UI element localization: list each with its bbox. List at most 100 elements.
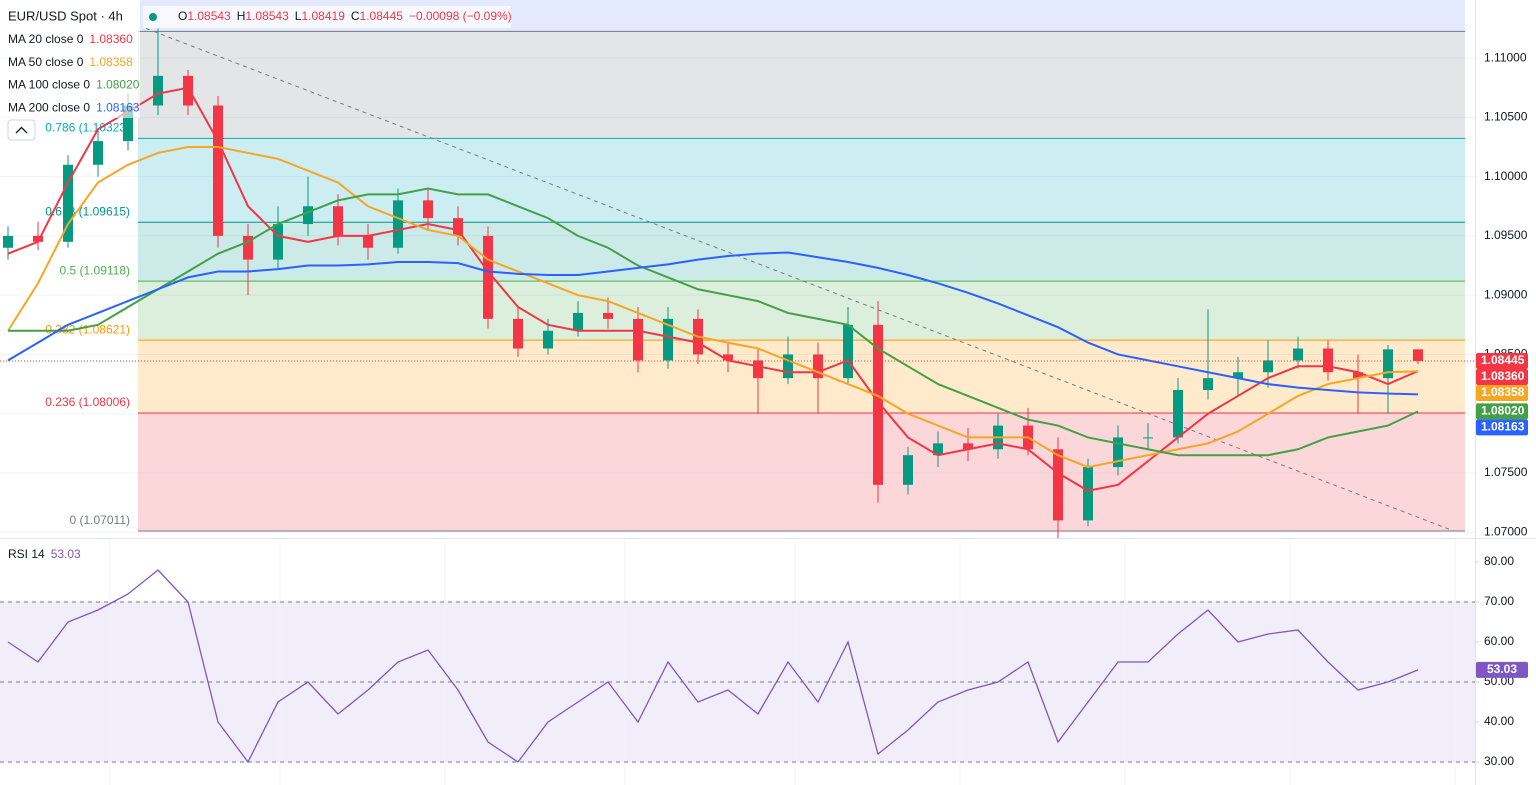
- candle-body: [303, 206, 313, 225]
- candle-body: [543, 330, 553, 349]
- trend-line: [145, 27, 1455, 532]
- y-tick-label: 70.00: [1484, 594, 1514, 608]
- price-tag: [1476, 403, 1528, 420]
- legend-name: MA 20 close 0: [8, 32, 84, 46]
- candle-body: [1113, 437, 1123, 468]
- price-tag-label: 1.08445: [1481, 353, 1525, 367]
- collapse-button[interactable]: [7, 119, 36, 141]
- candle-body: [1203, 378, 1213, 391]
- fib-zone: [138, 31, 1465, 139]
- y-tick-label: 1.07500: [1484, 465, 1528, 479]
- y-tick-label: 30.00: [1484, 754, 1514, 768]
- candle-body: [1233, 372, 1243, 379]
- fib-label: 0.382 (1.08621): [45, 322, 130, 336]
- y-tick-label: 1.07000: [1484, 524, 1528, 538]
- legend-bg: [0, 0, 140, 118]
- candle-body: [1353, 372, 1363, 379]
- price-pane: 1.070001.075001.080001.085001.090001.095…: [0, 27, 1528, 538]
- fib-zone: [138, 138, 1465, 223]
- candle-body: [873, 324, 883, 485]
- ohlc-value: 1.08445: [360, 9, 404, 23]
- candle-body: [513, 318, 523, 349]
- status-box: [143, 6, 511, 28]
- fib-label: 0.618 (1.09615): [45, 204, 130, 218]
- legend-name: MA 100 close 0: [8, 78, 90, 92]
- price-tag-label: 1.08360: [1481, 369, 1525, 383]
- candle-body: [1143, 437, 1153, 439]
- candle-body: [423, 200, 433, 219]
- moving-average: [7, 86, 1419, 492]
- candle-body: [1383, 349, 1393, 379]
- price-tag-label: 1.08358: [1481, 385, 1525, 399]
- y-tick-label: 1.09000: [1484, 287, 1528, 301]
- moving-average: [7, 251, 1419, 396]
- price-tag: [1476, 384, 1528, 401]
- button-frame[interactable]: [7, 119, 36, 141]
- legend-value: 1.08163: [96, 100, 140, 114]
- candle-body: [273, 224, 283, 260]
- candle-body: [843, 324, 853, 379]
- candle-body: [753, 360, 763, 379]
- chart-title: EUR/USD Spot · 4h: [8, 8, 123, 23]
- ohlc-value: 1.08543: [245, 9, 289, 23]
- candle-body: [723, 354, 733, 361]
- candle-body: [813, 354, 823, 379]
- fib-label: 0.786 (1.10323): [45, 121, 130, 135]
- candle-body: [1293, 348, 1303, 361]
- legend: EUR/USD Spot · 4h O 1.08543 H 1.08543 L 1.0841…: [0, 0, 512, 118]
- y-tick-label: 1.11000: [1484, 50, 1527, 64]
- candle-body: [393, 200, 403, 248]
- legend-value: 1.08360: [89, 32, 133, 46]
- candle-body: [3, 235, 13, 248]
- legend-name: MA 50 close 0: [8, 55, 84, 69]
- price-tag: [1476, 419, 1528, 436]
- candle-body: [483, 235, 493, 319]
- fib-zone: [138, 413, 1465, 531]
- candle-body: [243, 235, 253, 260]
- y-tick-label: 60.00: [1484, 634, 1514, 648]
- candle-body: [1413, 349, 1423, 361]
- candle-body: [1263, 360, 1273, 373]
- candle-body: [963, 443, 973, 450]
- candle-body: [933, 443, 943, 456]
- candle-body: [1323, 348, 1333, 373]
- fib-zone: [138, 222, 1465, 282]
- candle-body: [213, 105, 223, 236]
- fib-label: 0.236 (1.08006): [45, 395, 130, 409]
- candle-body: [183, 75, 193, 106]
- candle-body: [573, 312, 583, 331]
- rsi-tag-label: 53.03: [1487, 662, 1517, 676]
- fib-zone: [138, 340, 1465, 414]
- fib-zone: [138, 281, 1465, 341]
- ohlc-change: −0.00098 (−0.09%): [409, 9, 512, 23]
- candle-body: [63, 164, 73, 242]
- candle-body: [33, 235, 43, 242]
- candle-body: [903, 455, 913, 485]
- ohlc-value: 1.08419: [301, 9, 345, 23]
- legend-name: MA 200 close 0: [8, 100, 90, 114]
- ohlc-value: 1.08543: [187, 9, 231, 23]
- fib-label: 0.5 (1.09118): [60, 263, 131, 277]
- y-tick-label: 80.00: [1484, 554, 1514, 568]
- y-tick-label: 1.09500: [1484, 228, 1528, 242]
- fib-label: 0 (1.07011): [70, 513, 131, 527]
- y-tick-label: 1.10500: [1484, 110, 1528, 124]
- moving-average: [7, 145, 1419, 469]
- caret-icon[interactable]: [15, 126, 28, 134]
- candle-body: [93, 141, 103, 165]
- price-tag: [1476, 368, 1528, 385]
- price-tag: [1476, 352, 1528, 369]
- candle-body: [453, 218, 463, 236]
- candle-body: [333, 206, 343, 236]
- legend-value: 1.08358: [89, 55, 133, 69]
- status-dot: [149, 13, 157, 21]
- rsi-line: [7, 569, 1419, 764]
- legend-value: 1.08020: [96, 78, 140, 92]
- candle-body: [783, 354, 793, 379]
- candle-body: [363, 235, 373, 248]
- candle-body: [123, 105, 133, 142]
